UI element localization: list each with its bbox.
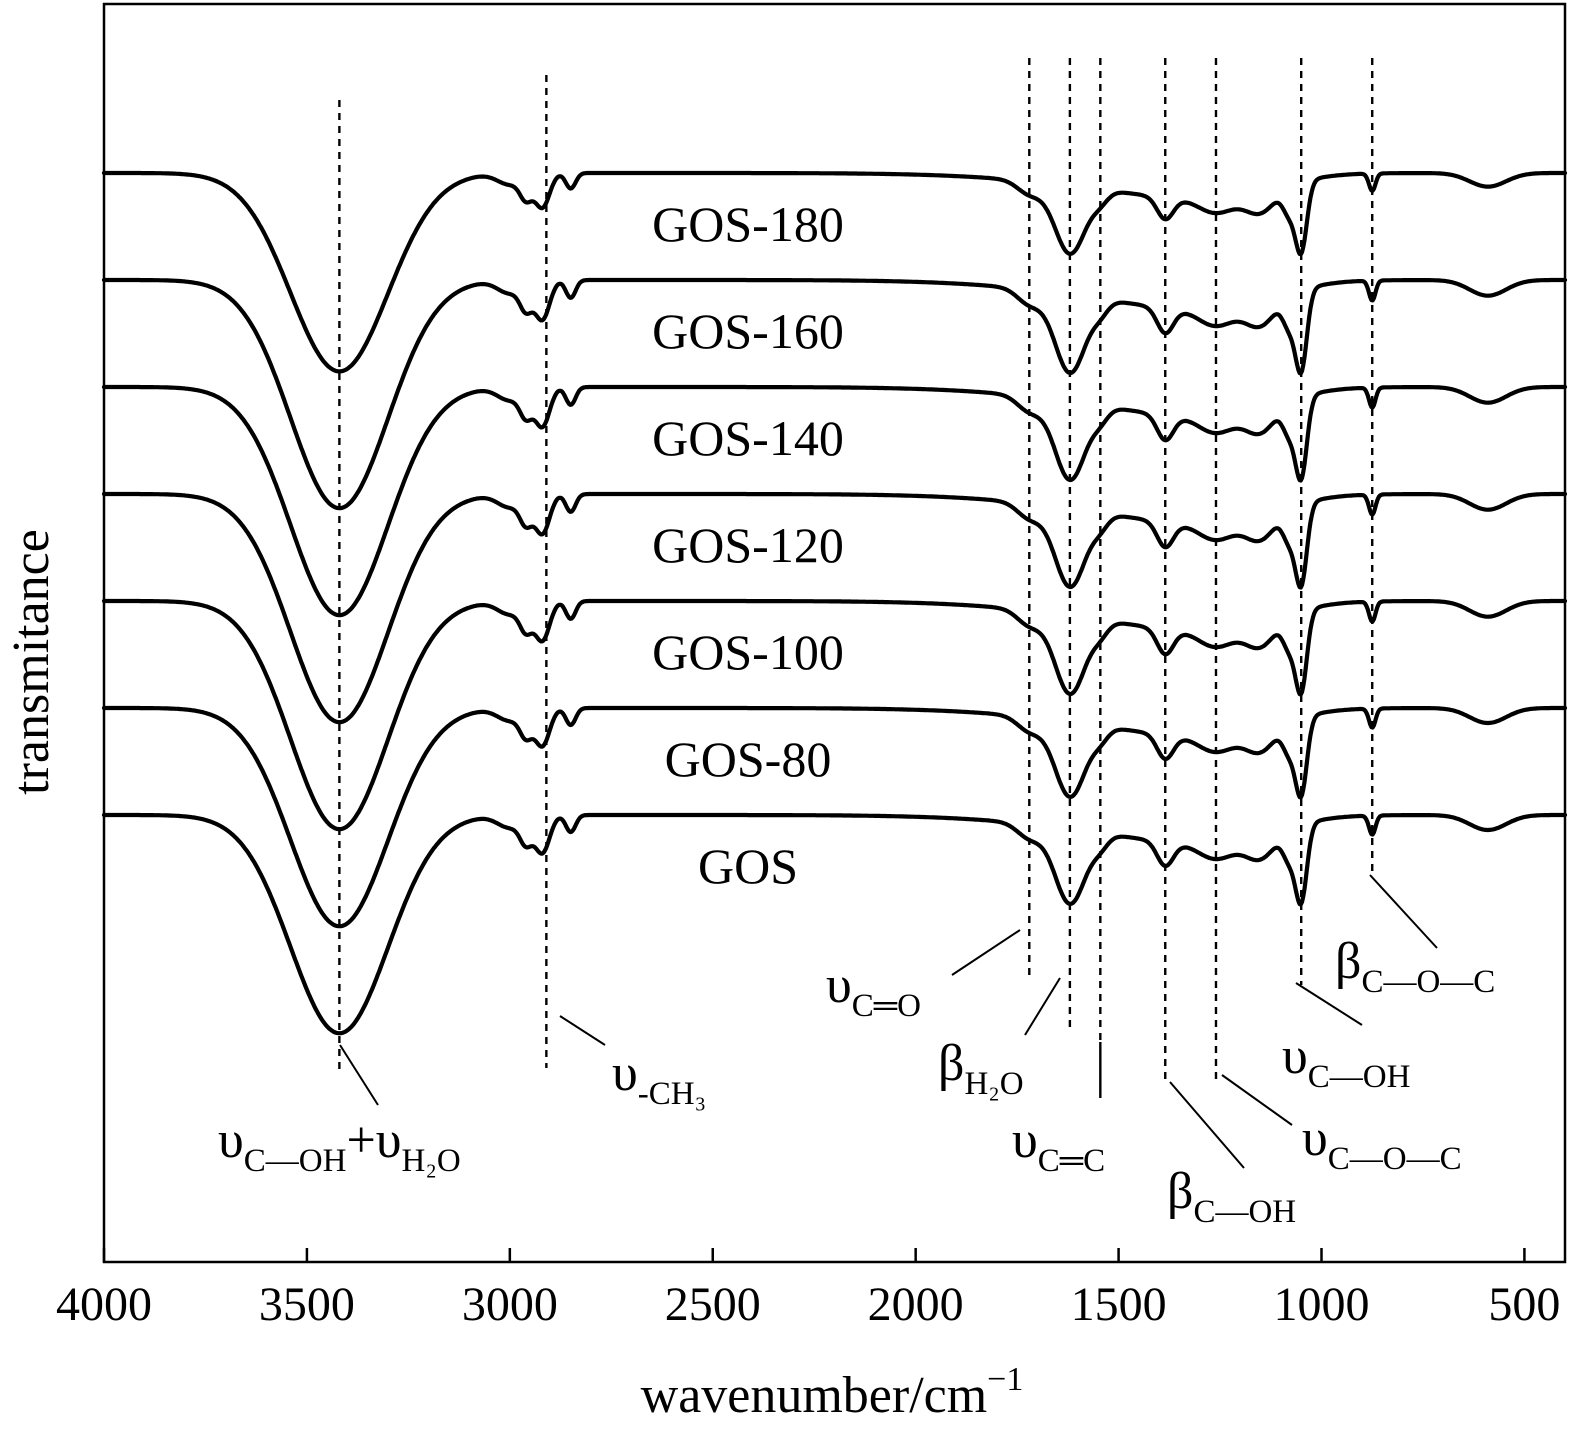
x-tick-label: 4000 xyxy=(56,1278,152,1331)
series-label: GOS-100 xyxy=(652,624,844,680)
leader-line xyxy=(559,1015,606,1046)
series-labels: GOS-180 GOS-160 GOS-140 GOS-120 GOS-100 GOS-8… xyxy=(652,196,844,894)
band-assignment-label: υ-CH₃ xyxy=(612,1045,706,1112)
x-tick-label: 2500 xyxy=(665,1278,761,1331)
spectrum-line xyxy=(101,598,1568,832)
x-tick-label: 500 xyxy=(1488,1278,1560,1331)
leader-line xyxy=(339,1044,379,1106)
series-label: GOS xyxy=(698,838,798,894)
band-assignment-label: υC—O—C xyxy=(1302,1110,1462,1177)
band-assignment-label: βC—OH xyxy=(1167,1163,1296,1230)
band-assignment-label: υC═C xyxy=(1012,1112,1105,1179)
y-axis-label: transmitance xyxy=(3,529,60,795)
series-label: GOS-180 xyxy=(652,196,844,252)
series-label: GOS-160 xyxy=(652,303,844,359)
x-tick-label: 1000 xyxy=(1274,1278,1370,1331)
leader-line xyxy=(1024,977,1061,1036)
x-tick-label: 3000 xyxy=(462,1278,558,1331)
leader-line xyxy=(1369,874,1438,949)
x-axis-label: wavenumber/cm−1 xyxy=(641,1361,1024,1424)
spectrum-line xyxy=(101,812,1568,1036)
band-guides xyxy=(338,58,1374,1098)
x-tick-label: 3500 xyxy=(259,1278,355,1331)
plot-frame xyxy=(102,2,1567,1264)
leader-line xyxy=(1295,982,1363,1026)
series-label: GOS-140 xyxy=(652,410,844,466)
leader-line xyxy=(1221,1074,1293,1126)
band-assignment-label: υC—OH+υH₂O xyxy=(218,1112,461,1179)
series-label: GOS-80 xyxy=(665,731,832,787)
spectrum-line xyxy=(101,705,1568,929)
spectrum-line xyxy=(101,170,1568,374)
band-assignment-label: υC—OH xyxy=(1282,1028,1410,1095)
spectrum-line xyxy=(101,277,1568,511)
spectrum-line xyxy=(101,384,1568,618)
band-assignment-label: βH₂O xyxy=(938,1035,1024,1102)
series-label: GOS-120 xyxy=(652,517,844,573)
leader-line xyxy=(951,929,1021,976)
x-tick-label: 1500 xyxy=(1071,1278,1167,1331)
spectrum-line xyxy=(101,491,1568,725)
x-axis: 4000 3500 3000 2500 2000 1500 1000 500 xyxy=(56,1248,1560,1331)
spectra xyxy=(101,170,1568,1036)
band-assignment-label: βC—O—C xyxy=(1335,933,1495,1000)
x-tick-label: 2000 xyxy=(868,1278,964,1331)
leader-line xyxy=(1169,1081,1245,1169)
band-assignment-label: υC═O xyxy=(826,957,921,1024)
